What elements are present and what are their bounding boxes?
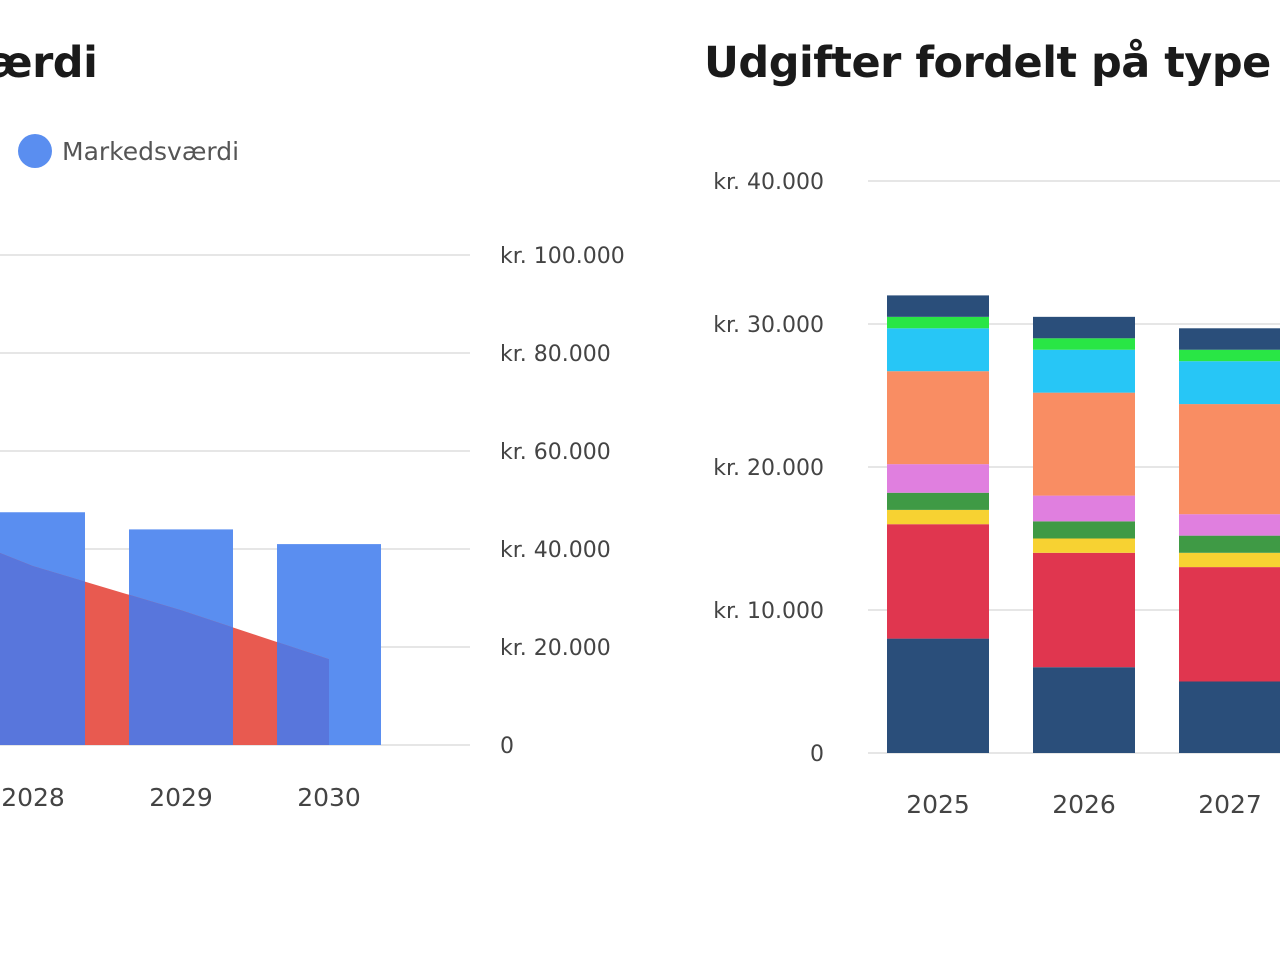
stacked-segment <box>1033 495 1135 522</box>
y-tick-label: kr. 40.000 <box>713 170 824 195</box>
stacked-segment <box>1033 349 1135 393</box>
market-value-chart: kr. 100.000 kr. 80.000 kr. 60.000 kr. 40.00… <box>0 244 625 812</box>
y-tick-label: kr. 20.000 <box>713 456 824 481</box>
stacked-segment <box>1033 667 1135 753</box>
y-tick-label: kr. 40.000 <box>500 538 611 563</box>
stacked-segment <box>887 464 989 493</box>
y-tick-label: 0 <box>500 734 514 759</box>
stacked-segment <box>1179 681 1280 753</box>
x-tick-label: 2030 <box>297 783 361 812</box>
y-tick-label: kr. 10.000 <box>713 599 824 624</box>
stacked-segment <box>887 316 989 329</box>
legend-label: Markedsværdi <box>62 136 240 166</box>
stacked-segment <box>887 328 989 372</box>
stacked-segment <box>887 638 989 753</box>
stacked-segment <box>1179 404 1280 515</box>
y-tick-label: kr. 100.000 <box>500 244 625 269</box>
stacked-segment <box>887 295 989 317</box>
x-tick-label: 2028 <box>1 783 65 812</box>
stacked-segment <box>1179 552 1280 568</box>
stacked-segment <box>887 492 989 510</box>
stacked-segment <box>1033 392 1135 496</box>
y-tick-label: kr. 80.000 <box>500 342 611 367</box>
y-tick-label: 0 <box>810 742 824 767</box>
stacked-segment <box>1179 361 1280 405</box>
legend-dot-icon <box>18 134 52 168</box>
stacked-segment <box>1179 328 1280 350</box>
stacked-segment <box>887 509 989 525</box>
y-tick-label: kr. 60.000 <box>500 440 611 465</box>
stacked-segment <box>1179 514 1280 536</box>
expenses-chart-title: Udgifter fordelt på type <box>704 38 1271 88</box>
y-tick-label: kr. 20.000 <box>500 636 611 661</box>
stacked-segment <box>1033 338 1135 350</box>
stacked-segment <box>887 524 989 639</box>
stacked-segment <box>1033 552 1135 668</box>
x-tick-label: 2027 <box>1198 790 1262 819</box>
stacked-segment <box>1179 535 1280 553</box>
stacked-segment <box>1033 538 1135 553</box>
stacked-segment <box>1033 521 1135 539</box>
x-tick-label: 2026 <box>1052 790 1116 819</box>
x-tick-label: 2029 <box>149 783 213 812</box>
stacked-segment <box>1179 349 1280 362</box>
stacked-segment <box>1033 316 1135 339</box>
market-value-chart-title: værdi <box>0 38 98 88</box>
stacked-segment <box>1179 567 1280 682</box>
x-tick-label: 2025 <box>906 790 970 819</box>
stacked-segment <box>887 371 989 465</box>
market-value-legend[interactable]: Markedsværdi <box>18 134 239 168</box>
y-tick-label: kr. 30.000 <box>713 313 824 338</box>
